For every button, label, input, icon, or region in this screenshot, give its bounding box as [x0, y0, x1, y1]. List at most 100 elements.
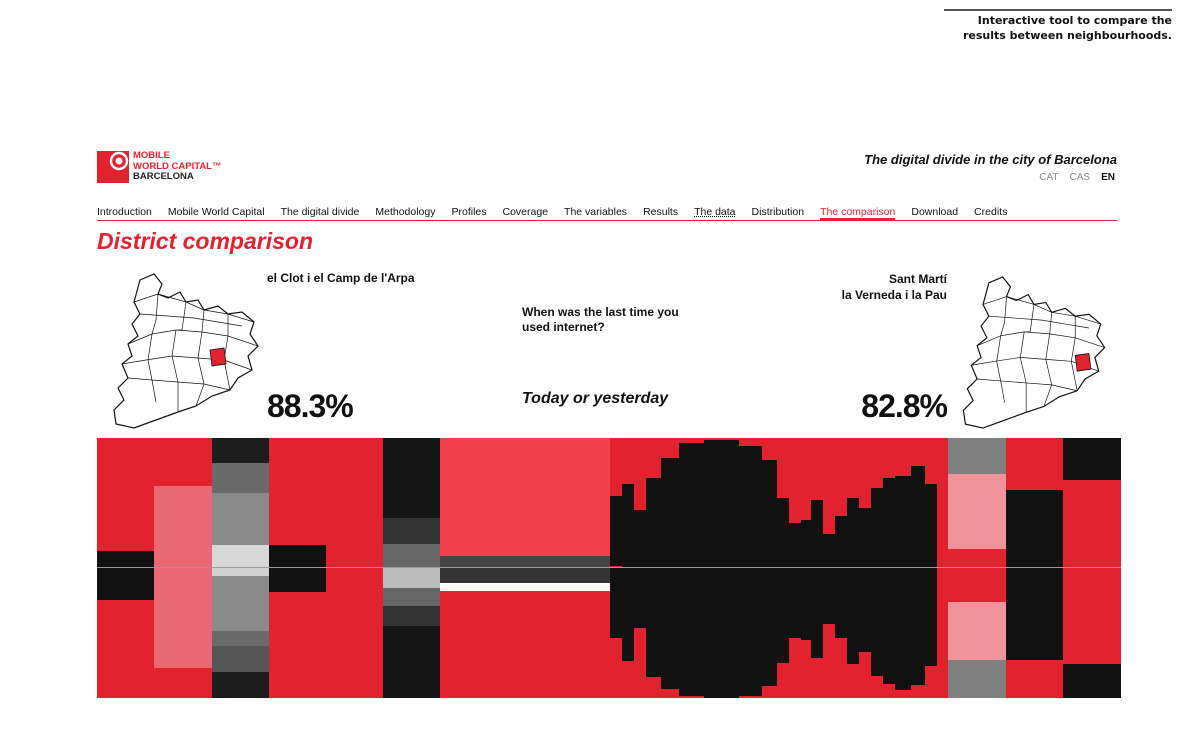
viz-segment: [634, 568, 646, 628]
logo-line-3: BARCELONA: [133, 171, 194, 182]
viz-segment: [383, 544, 440, 567]
viz-segment: [925, 484, 937, 567]
viz-segment: [97, 551, 154, 568]
viz-segment: [739, 446, 762, 567]
viz-segment: [777, 498, 789, 567]
nav-item-the-digital-divide[interactable]: The digital divide: [280, 206, 360, 218]
nav-item-download[interactable]: Download: [911, 206, 959, 218]
nav-item-coverage[interactable]: Coverage: [502, 206, 549, 218]
viz-segment: [859, 508, 871, 567]
nav-item-results[interactable]: Results: [643, 206, 679, 218]
district-borders: [121, 293, 259, 412]
viz-segment: [859, 568, 871, 652]
viz-segment: [1063, 664, 1121, 698]
caption-rule: [944, 9, 1172, 11]
viz-segment: [212, 463, 269, 493]
viz-segment: [440, 568, 610, 583]
viz-segment: [212, 672, 269, 698]
viz-segment: [895, 476, 911, 567]
logo-trademark: ™: [211, 160, 222, 172]
right-district-map: [962, 276, 1106, 429]
viz-segment: [212, 631, 269, 646]
viz-segment: [811, 568, 823, 658]
viz-segment: [847, 568, 859, 664]
viz-segment: [383, 438, 440, 518]
viz-segment: [661, 568, 679, 689]
comparison-visualization[interactable]: [97, 438, 1121, 698]
main-nav: Introduction Mobile World Capital The digi…: [97, 206, 1117, 221]
viz-segment: [383, 588, 440, 606]
viz-segment: [762, 568, 777, 686]
viz-segment: [679, 443, 704, 567]
viz-segment: [610, 568, 622, 638]
viz-segment: [762, 460, 777, 567]
viz-segment: [948, 602, 1006, 660]
viz-segment: [911, 466, 925, 567]
right-neighbourhood-name: Sant Martí la Verneda i la Pau: [842, 271, 947, 303]
viz-segment: [871, 488, 883, 567]
nav-item-distribution[interactable]: Distribution: [751, 206, 805, 218]
viz-segment: [739, 568, 762, 696]
viz-segment: [948, 438, 1006, 474]
viz-segment: [789, 568, 801, 638]
nav-item-profiles[interactable]: Profiles: [451, 206, 487, 218]
viz-segment: [835, 568, 847, 638]
viz-segment: [440, 438, 610, 556]
viz-segment: [1063, 438, 1121, 480]
question-line-2: used internet?: [522, 320, 605, 334]
nav-item-mobile-world-capital[interactable]: Mobile World Capital: [167, 206, 265, 218]
viz-segment: [383, 606, 440, 626]
left-percentage: 88.3%: [267, 388, 354, 424]
viz-segment: [948, 578, 1006, 602]
visualization-midline: [97, 567, 1121, 568]
viz-segment: [871, 568, 883, 676]
nav-item-the-comparison[interactable]: The comparison: [820, 206, 896, 220]
viz-segment: [646, 478, 661, 567]
viz-segment: [911, 568, 925, 685]
viz-segment: [777, 568, 789, 663]
page-title: District comparison: [97, 228, 313, 254]
question-line-1: When was the last time you: [522, 305, 679, 319]
viz-segment: [440, 583, 610, 591]
right-name-line-2: la Verneda i la Pau: [841, 288, 947, 302]
viz-segment: [212, 646, 269, 672]
nav-item-introduction[interactable]: Introduction: [97, 206, 152, 218]
viz-segment: [610, 496, 622, 566]
viz-segment: [948, 660, 1006, 698]
viz-segment: [212, 568, 269, 576]
viz-segment: [883, 568, 895, 684]
viz-segment: [634, 510, 646, 567]
lang-en[interactable]: EN: [1101, 172, 1115, 183]
viz-segment: [622, 484, 634, 567]
viz-segment: [646, 568, 661, 677]
viz-segment: [883, 478, 895, 567]
viz-segment: [704, 440, 739, 567]
viz-segment: [895, 568, 911, 690]
viz-segment: [925, 568, 937, 666]
viz-segment: [835, 516, 847, 567]
viz-segment: [440, 556, 610, 567]
logo-text: MOBILE WORLD CAPITAL™ BARCELONA: [133, 150, 222, 183]
nav-item-the-variables[interactable]: The variables: [564, 206, 628, 218]
highlighted-district: [1074, 353, 1092, 372]
lang-cat[interactable]: CAT: [1039, 172, 1059, 183]
viz-segment: [823, 568, 835, 624]
city-outline: [113, 273, 259, 429]
language-switcher: CAT CAS EN: [1039, 172, 1115, 183]
left-neighbourhood-name: el Clot i el Camp de l'Arpa: [267, 271, 415, 285]
viz-segment: [269, 568, 326, 592]
viz-segment: [801, 568, 811, 640]
logo[interactable]: MOBILE WORLD CAPITAL™ BARCELONA: [97, 150, 222, 183]
viz-segment: [622, 568, 634, 661]
right-name-line-1: Sant Martí: [888, 272, 947, 286]
site-title: The digital divide in the city of Barcel…: [864, 152, 1117, 167]
logo-line-2: WORLD CAPITAL: [133, 160, 212, 172]
nav-item-methodology[interactable]: Methodology: [375, 206, 436, 218]
nav-item-the-data[interactable]: The data: [694, 206, 736, 218]
viz-segment: [383, 518, 440, 544]
lang-cas[interactable]: CAS: [1069, 172, 1091, 183]
viz-segment: [383, 568, 440, 588]
logo-line-1: MOBILE: [133, 150, 170, 161]
viz-segment: [823, 534, 835, 567]
nav-item-credits[interactable]: Credits: [974, 206, 1008, 218]
